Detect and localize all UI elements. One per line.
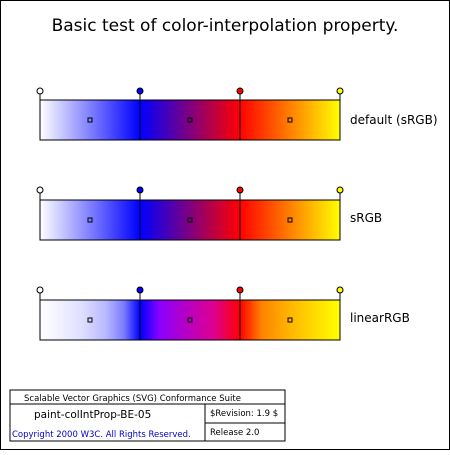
row-label: sRGB bbox=[350, 211, 382, 225]
page-title: Basic test of color-interpolation proper… bbox=[52, 16, 399, 36]
sample-point bbox=[287, 317, 293, 323]
gradient-row-default: default (sRGB) bbox=[36, 87, 438, 141]
sample-point bbox=[187, 117, 193, 123]
revision: $Revision: 1.9 $ bbox=[210, 409, 278, 419]
suite-name: Scalable Vector Graphics (SVG) Conforman… bbox=[24, 394, 241, 404]
stop-marker-white bbox=[36, 286, 44, 294]
gradient-row-linearrgb: linearRGB bbox=[36, 286, 410, 341]
stop-marker-white bbox=[36, 186, 44, 194]
stop-marker-red bbox=[236, 87, 244, 95]
sample-point bbox=[87, 217, 93, 223]
stop-marker-yellow bbox=[336, 186, 344, 194]
gradient-row-srgb: sRGB bbox=[36, 186, 382, 241]
sample-point bbox=[187, 217, 193, 223]
stop-marker-blue bbox=[136, 186, 144, 194]
sample-point bbox=[287, 217, 293, 223]
stop-marker-white bbox=[36, 87, 44, 95]
sample-point bbox=[87, 117, 93, 123]
sample-point bbox=[187, 317, 193, 323]
gradient-bar bbox=[39, 299, 341, 341]
test-name: paint-colIntProp-BE-05 bbox=[34, 409, 151, 421]
sample-point bbox=[287, 117, 293, 123]
sample-point bbox=[87, 317, 93, 323]
stop-marker-red bbox=[236, 186, 244, 194]
stop-marker-red bbox=[236, 286, 244, 294]
conformance-footer: Scalable Vector Graphics (SVG) Conforman… bbox=[9, 389, 286, 442]
copyright-link[interactable]: Copyright 2000 W3C. All Rights Reserved. bbox=[12, 430, 191, 440]
stop-marker-yellow bbox=[336, 286, 344, 294]
row-label: default (sRGB) bbox=[350, 113, 438, 127]
stop-marker-blue bbox=[136, 286, 144, 294]
gradient-bar bbox=[39, 199, 341, 241]
footer-box bbox=[9, 389, 286, 442]
release: Release 2.0 bbox=[210, 428, 259, 438]
stop-marker-blue bbox=[136, 87, 144, 95]
gradient-bar bbox=[39, 99, 341, 141]
row-label: linearRGB bbox=[350, 311, 410, 325]
stop-marker-yellow bbox=[336, 87, 344, 95]
